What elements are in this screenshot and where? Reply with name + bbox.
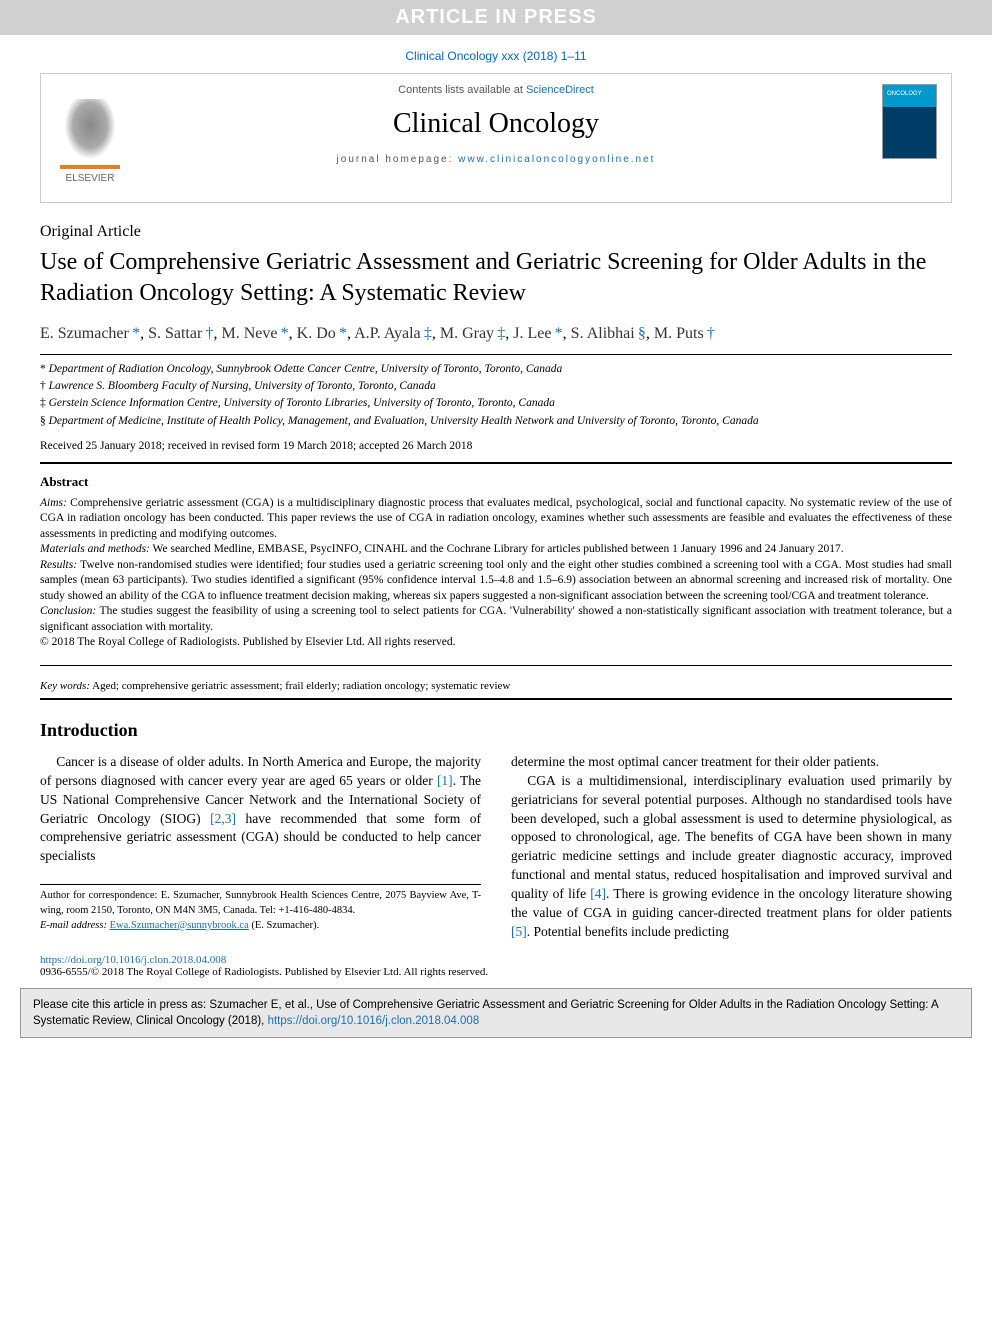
affiliation: † Lawrence S. Bloomberg Faculty of Nursi… — [40, 378, 952, 395]
doi-link[interactable]: https://doi.org/10.1016/j.clon.2018.04.0… — [40, 954, 226, 966]
author: E. Szumacher * — [40, 325, 140, 342]
elsevier-tree-icon — [60, 99, 120, 169]
two-column-body: Cancer is a disease of older adults. In … — [40, 753, 952, 942]
elsevier-logo: ELSEVIER — [55, 84, 125, 184]
keywords-text: Aged; comprehensive geriatric assessment… — [90, 680, 510, 692]
cite-this-article-box: Please cite this article in press as: Sz… — [20, 988, 972, 1038]
author: M. Puts † — [654, 325, 715, 342]
methods-text: We searched Medline, EMBASE, PsycINFO, C… — [150, 543, 844, 555]
correspondence-footnote: Author for correspondence: E. Szumacher,… — [40, 884, 481, 933]
abstract-heading: Abstract — [40, 474, 952, 490]
abstract-copyright: © 2018 The Royal College of Radiologists… — [40, 635, 952, 651]
homepage-line: journal homepage: www.clinicaloncologyon… — [145, 154, 847, 165]
intro-paragraph-1: Cancer is a disease of older adults. In … — [40, 753, 481, 866]
intro-continuation: determine the most optimal cancer treatm… — [511, 753, 952, 772]
methods-label: Materials and methods: — [40, 543, 150, 555]
article-title: Use of Comprehensive Geriatric Assessmen… — [40, 247, 952, 309]
author: S. Alibhai § — [571, 325, 646, 342]
results-label: Results: — [40, 559, 77, 571]
article-type: Original Article — [40, 223, 952, 241]
journal-cover-thumbnail — [882, 84, 937, 159]
author: M. Neve * — [221, 325, 288, 342]
cite-text: Please cite this article in press as: Sz… — [33, 999, 938, 1027]
column-left: Cancer is a disease of older adults. In … — [40, 753, 481, 942]
abstract-body: Aims: Comprehensive geriatric assessment… — [40, 496, 952, 651]
correspondence-email[interactable]: Ewa.Szumacher@sunnybrook.ca — [110, 920, 249, 931]
ref-link-2-3[interactable]: [2,3] — [210, 811, 236, 826]
keywords-line: Key words: Aged; comprehensive geriatric… — [40, 680, 952, 692]
conclusion-label: Conclusion: — [40, 605, 96, 617]
author: S. Sattar † — [148, 325, 213, 342]
aims-text: Comprehensive geriatric assessment (CGA)… — [40, 497, 952, 540]
divider — [40, 665, 952, 666]
divider-thick — [40, 462, 952, 464]
contents-prefix: Contents lists available at — [398, 84, 526, 96]
divider — [40, 354, 952, 355]
affiliation: § Department of Medicine, Institute of H… — [40, 413, 952, 430]
divider-thick — [40, 698, 952, 700]
citation-header: Clinical Oncology xxx (2018) 1–11 — [0, 35, 992, 73]
contents-available-line: Contents lists available at ScienceDirec… — [145, 84, 847, 96]
keywords-label: Key words: — [40, 680, 90, 692]
intro-paragraph-2: CGA is a multidimensional, interdiscipli… — [511, 772, 952, 942]
homepage-link[interactable]: www.clinicaloncologyonline.net — [458, 154, 655, 165]
email-label: E-mail address: — [40, 920, 107, 931]
ref-link-4[interactable]: [4] — [590, 886, 606, 901]
issn-copyright: 0936-6555/© 2018 The Royal College of Ra… — [40, 966, 488, 978]
correspondence-text: Author for correspondence: E. Szumacher,… — [40, 889, 481, 918]
aims-label: Aims: — [40, 497, 67, 509]
column-right: determine the most optimal cancer treatm… — [511, 753, 952, 942]
author: A.P. Ayala ‡ — [354, 325, 432, 342]
journal-name: Clinical Oncology — [145, 108, 847, 140]
author: K. Do * — [297, 325, 347, 342]
author: J. Lee * — [513, 325, 562, 342]
results-text: Twelve non-randomised studies were ident… — [40, 559, 952, 602]
affiliations: * Department of Radiation Oncology, Sunn… — [40, 361, 952, 430]
conclusion-text: The studies suggest the feasibility of u… — [40, 605, 952, 633]
affiliation: ‡ Gerstein Science Information Centre, U… — [40, 395, 952, 412]
elsevier-text: ELSEVIER — [66, 173, 115, 184]
author: M. Gray ‡ — [440, 325, 505, 342]
homepage-prefix: journal homepage: — [337, 154, 459, 165]
cite-doi-link[interactable]: https://doi.org/10.1016/j.clon.2018.04.0… — [268, 1015, 480, 1027]
affiliation: * Department of Radiation Oncology, Sunn… — [40, 361, 952, 378]
doi-footer: https://doi.org/10.1016/j.clon.2018.04.0… — [0, 954, 992, 978]
article-dates: Received 25 January 2018; received in re… — [40, 440, 952, 452]
article-in-press-banner: ARTICLE IN PRESS — [0, 0, 992, 35]
introduction-heading: Introduction — [40, 720, 952, 741]
ref-link-5[interactable]: [5] — [511, 924, 527, 939]
author-list: E. Szumacher *, S. Sattar †, M. Neve *, … — [40, 323, 952, 345]
ref-link-1[interactable]: [1] — [437, 773, 453, 788]
journal-header-box: ELSEVIER Contents lists available at Sci… — [40, 73, 952, 203]
email-suffix: (E. Szumacher). — [249, 920, 320, 931]
sciencedirect-link[interactable]: ScienceDirect — [526, 84, 594, 96]
